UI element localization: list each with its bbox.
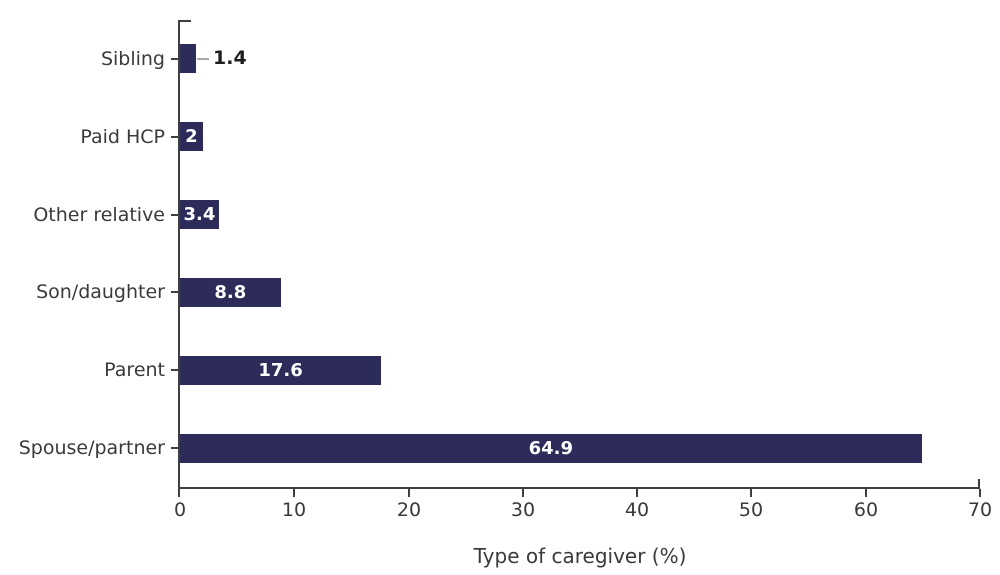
y-tick-paid-hcp xyxy=(171,136,178,138)
x-tick-label-60: 60 xyxy=(853,499,879,521)
y-tick-spouse-partner xyxy=(171,447,178,449)
x-tick-label-70: 70 xyxy=(967,499,993,521)
y-axis-spine xyxy=(178,20,180,497)
category-label-spouse-partner: Spouse/partner xyxy=(18,437,165,459)
bar-parent xyxy=(180,356,382,385)
y-tick-sibling xyxy=(171,58,178,60)
x-tick-70 xyxy=(979,489,981,497)
value-label-sibling: 1.4 xyxy=(213,47,247,69)
x-tick-50 xyxy=(750,489,752,497)
value-label-spouse-partner: 64.9 xyxy=(528,438,574,459)
y-tick-other-relative xyxy=(171,214,178,216)
category-label-parent: Parent xyxy=(104,359,165,381)
bar-other-relative xyxy=(180,200,219,229)
x-tick-label-10: 10 xyxy=(281,499,307,521)
bar-paid-hcp xyxy=(180,122,203,151)
category-label-other-relative: Other relative xyxy=(33,204,165,226)
y-tick-parent xyxy=(171,369,178,371)
x-tick-10 xyxy=(293,489,295,497)
leader-line-sibling xyxy=(197,58,209,60)
value-label-other-relative: 3.4 xyxy=(183,204,216,225)
y-tick-son-daughter xyxy=(171,291,178,293)
x-axis-spine xyxy=(178,487,980,489)
bar-sibling xyxy=(180,44,196,73)
category-label-sibling: Sibling xyxy=(100,48,165,70)
value-label-son-daughter: 8.8 xyxy=(214,282,247,303)
bar-spouse-partner xyxy=(180,434,922,463)
x-tick-label-0: 0 xyxy=(173,499,187,521)
value-label-paid-hcp: 2 xyxy=(185,126,198,147)
x-tick-40 xyxy=(636,489,638,497)
category-label-paid-hcp: Paid HCP xyxy=(80,126,165,148)
x-tick-label-40: 40 xyxy=(624,499,650,521)
x-tick-label-20: 20 xyxy=(396,499,422,521)
x-tick-label-30: 30 xyxy=(510,499,536,521)
x-tick-20 xyxy=(408,489,410,497)
bar-son-daughter xyxy=(180,278,281,307)
x-axis-right-end-cap xyxy=(978,479,980,487)
x-axis-title: Type of caregiver (%) xyxy=(473,544,687,568)
x-tick-60 xyxy=(865,489,867,497)
y-axis-top-end-cap xyxy=(178,20,191,22)
value-label-parent: 17.6 xyxy=(258,360,303,381)
x-tick-30 xyxy=(522,489,524,497)
x-tick-label-50: 50 xyxy=(738,499,764,521)
category-label-son-daughter: Son/daughter xyxy=(36,281,165,303)
